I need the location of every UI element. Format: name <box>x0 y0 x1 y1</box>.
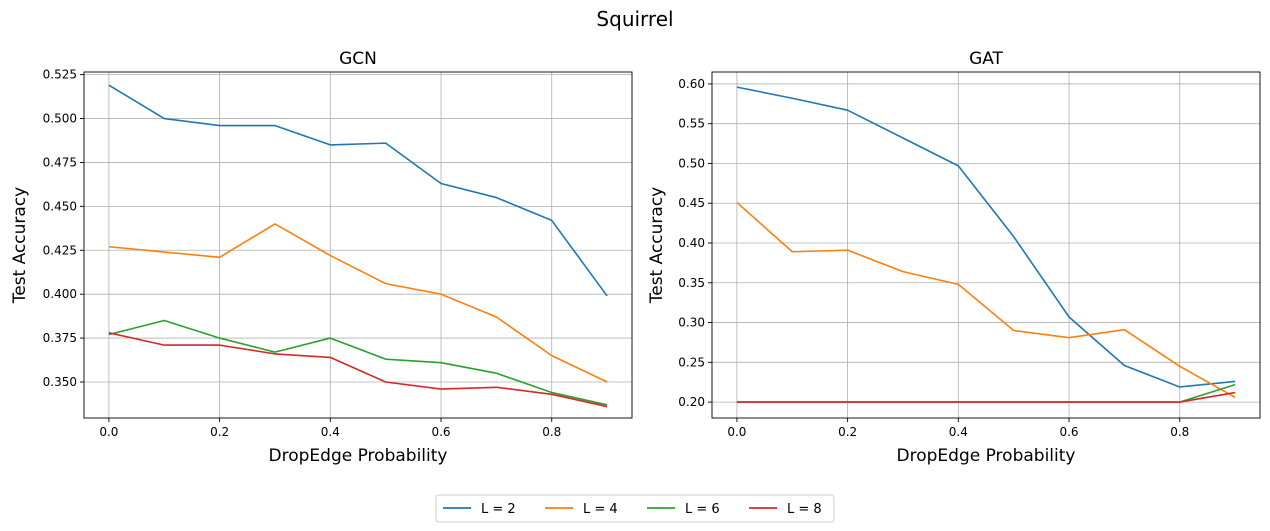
x-tick-label: 0.6 <box>1059 425 1078 439</box>
series-line-l8 <box>108 332 608 408</box>
y-tick-label: 0.30 <box>678 316 705 330</box>
legend-label-l6: L = 6 <box>685 502 720 517</box>
x-tick-label: 0.8 <box>1170 425 1189 439</box>
series-line-l8 <box>736 391 1236 403</box>
panel-title: GCN <box>339 49 377 69</box>
series-line-l6 <box>736 383 1236 403</box>
legend-frame <box>435 494 835 523</box>
series-line-l4 <box>736 201 1236 399</box>
y-tick-label: 0.50 <box>678 156 705 170</box>
y-tick-label: 0.25 <box>678 355 705 369</box>
x-tick-label: 0.4 <box>321 425 340 439</box>
panel-title: GAT <box>969 49 1003 69</box>
axes-frame <box>83 71 633 419</box>
y-tick-label: 0.45 <box>678 196 705 210</box>
series-line-l6 <box>108 319 608 406</box>
y-tick-label: 0.55 <box>678 117 705 131</box>
x-tick-label: 0.8 <box>542 425 561 439</box>
y-tick-label: 0.450 <box>43 199 77 213</box>
figure-suptitle: Squirrel <box>596 7 673 31</box>
legend-label-l8: L = 8 <box>787 502 822 517</box>
x-axis-title: DropEdge Probability <box>897 446 1076 466</box>
legend-label-l4: L = 4 <box>583 502 618 517</box>
x-tick-label: 0.6 <box>431 425 450 439</box>
panel-gat: 0.0 0.2 0.4 0.6 0.8 0.20 0.25 0.30 0.35 0.40 0.45 0… <box>647 49 1261 466</box>
y-tick-label: 0.20 <box>678 395 705 409</box>
y-tick-label: 0.425 <box>43 243 77 257</box>
y-tick-label: 0.35 <box>678 276 705 290</box>
series-line-l2 <box>108 84 608 297</box>
y-tick-label: 0.475 <box>43 155 77 169</box>
y-tick-label: 0.525 <box>43 68 77 82</box>
y-tick-label: 0.40 <box>678 236 705 250</box>
axes-frame <box>711 71 1261 419</box>
y-axis-title: Test Accuracy <box>10 187 30 305</box>
x-tick-label: 0.0 <box>99 425 118 439</box>
x-tick-label: 0.2 <box>838 425 857 439</box>
legend: L = 2 L = 4 L = 6 L = 8 <box>435 494 835 523</box>
y-tick-label: 0.500 <box>43 112 77 126</box>
series-line-l4 <box>108 223 608 383</box>
y-tick-label: 0.375 <box>43 331 77 345</box>
y-tick-label: 0.400 <box>43 287 77 301</box>
legend-label-l2: L = 2 <box>481 502 516 517</box>
x-tick-label: 0.4 <box>949 425 968 439</box>
series-line-l2 <box>736 86 1236 388</box>
panel-gcn: 0.0 0.2 0.4 0.6 0.8 0.350 0.375 0.400 0.425 0.450… <box>10 49 633 466</box>
y-tick-label: 0.60 <box>678 77 705 91</box>
x-tick-label: 0.0 <box>727 425 746 439</box>
y-axis-title: Test Accuracy <box>647 187 667 305</box>
y-tick-label: 0.350 <box>43 375 77 389</box>
x-tick-label: 0.2 <box>210 425 229 439</box>
x-axis-title: DropEdge Probability <box>269 446 448 466</box>
